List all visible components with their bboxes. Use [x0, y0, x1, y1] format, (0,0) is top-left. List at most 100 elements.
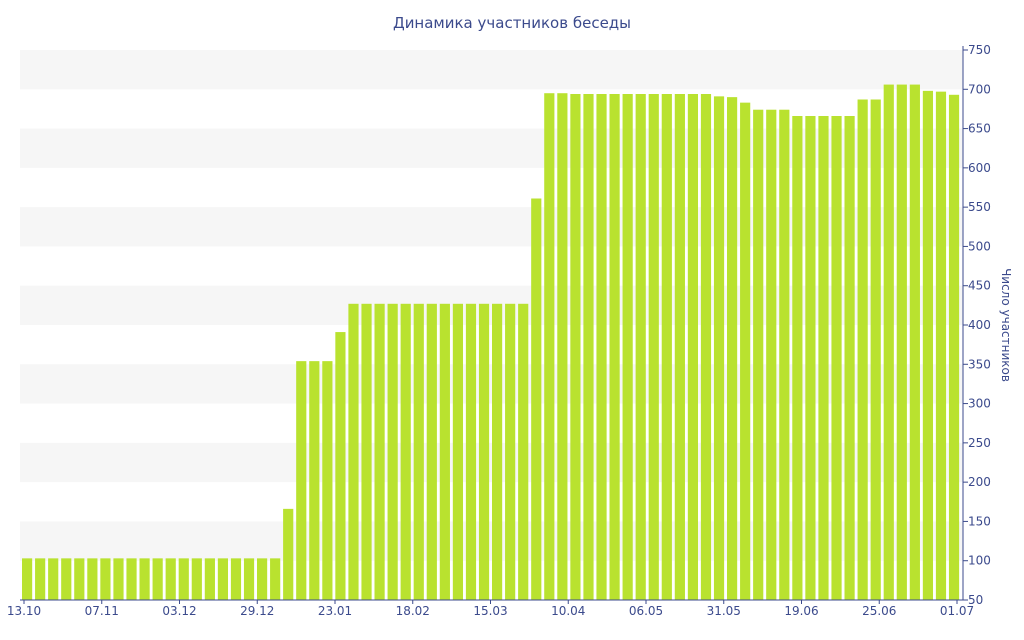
bar [217, 558, 229, 600]
y-tick-label: 150 [968, 514, 991, 528]
bar [400, 303, 411, 600]
bar [831, 116, 842, 600]
bar [413, 303, 424, 600]
bar [35, 558, 46, 600]
bar [492, 303, 503, 600]
bar [426, 303, 437, 600]
bar [152, 558, 163, 600]
x-tick-label: 03.12 [162, 604, 196, 618]
bar [896, 84, 907, 600]
bar [113, 558, 124, 600]
bar [583, 94, 594, 600]
y-tick-label: 500 [968, 239, 991, 253]
bar [48, 558, 59, 600]
bar [909, 84, 920, 600]
bar [439, 303, 450, 600]
bar [335, 332, 346, 600]
y-axis-label: Число участников [999, 268, 1013, 382]
bar [687, 94, 699, 600]
bar [348, 303, 359, 600]
bar [322, 361, 333, 600]
bars [22, 84, 960, 601]
y-tick-label: 100 [968, 554, 991, 568]
bar [948, 94, 960, 600]
bar [191, 558, 202, 600]
bar [753, 109, 764, 601]
y-tick-label: 200 [968, 475, 991, 489]
bar [922, 90, 934, 601]
bar [74, 558, 85, 600]
bar [727, 97, 738, 600]
bar [204, 558, 215, 600]
bar [296, 361, 307, 600]
x-tick-label: 19.06 [784, 604, 818, 618]
bar [609, 94, 620, 600]
bar [87, 558, 98, 600]
x-tick-label: 18.02 [396, 604, 430, 618]
y-tick-label: 50 [968, 593, 983, 607]
chart-title: Динамика участников беседы [393, 14, 631, 32]
x-tick-label: 23.01 [318, 604, 352, 618]
bar [713, 96, 725, 601]
bar [22, 558, 33, 600]
bar [805, 116, 816, 600]
bar [531, 198, 542, 600]
bar [883, 84, 894, 600]
x-tick-label: 01.07 [940, 604, 974, 618]
bar [792, 116, 803, 600]
y-tick-label: 600 [968, 161, 991, 175]
bar [139, 558, 150, 600]
bar [361, 303, 372, 600]
y-tick-label: 400 [968, 318, 991, 332]
y-tick-label: 300 [968, 397, 991, 411]
bar [465, 303, 477, 600]
bar [766, 109, 777, 601]
y-tick-label: 700 [968, 82, 991, 96]
x-tick-label: 29.12 [240, 604, 274, 618]
bar [648, 94, 659, 600]
bar [126, 558, 137, 600]
x-tick-label: 13.10 [7, 604, 41, 618]
bar [478, 303, 490, 600]
bar [740, 102, 751, 600]
bar [257, 558, 268, 600]
bar [857, 99, 868, 600]
x-tick-label: 31.05 [707, 604, 741, 618]
y-tick-label: 750 [968, 43, 991, 57]
bar [570, 94, 581, 600]
bar [283, 508, 294, 600]
y-tick-label: 450 [968, 279, 991, 293]
y-tick-labels: 50 100 150 200 250 300 350 400 450 500 550 600 650 70… [968, 43, 991, 607]
y-tick-label: 350 [968, 357, 991, 371]
x-tick-label: 15.03 [473, 604, 507, 618]
bar [557, 93, 568, 601]
bar [230, 558, 242, 600]
bar [844, 116, 855, 600]
x-tick-label: 25.06 [862, 604, 896, 618]
bar [505, 303, 516, 600]
grid-band [20, 50, 963, 90]
bar [700, 94, 712, 600]
bar [270, 558, 281, 600]
bar [374, 303, 385, 600]
x-tick-labels: 13.10 07.11 03.12 29.12 23.01 18.02 15.03 10.04… [7, 604, 974, 618]
bar [596, 94, 607, 600]
x-tick-label: 06.05 [629, 604, 663, 618]
bar [387, 303, 398, 600]
y-axis [20, 46, 968, 604]
bar [243, 558, 255, 600]
bar [870, 99, 881, 600]
y-tick-label: 250 [968, 436, 991, 450]
bar [935, 91, 947, 600]
bar [100, 558, 111, 600]
bar [452, 303, 464, 600]
bar [165, 558, 176, 600]
bar [674, 94, 685, 600]
bar [779, 109, 790, 601]
x-tick-label: 10.04 [551, 604, 585, 618]
y-tick-label: 550 [968, 200, 991, 214]
bar [544, 93, 555, 601]
bar [635, 94, 646, 600]
x-tick-label: 07.11 [85, 604, 119, 618]
